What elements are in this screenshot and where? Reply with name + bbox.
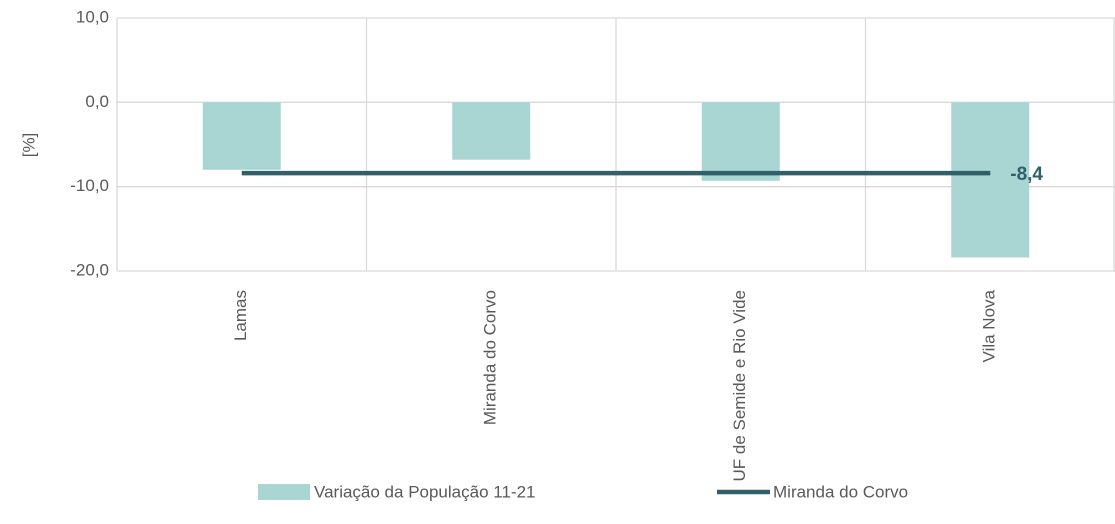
x-tick-label: Vila Nova (980, 289, 999, 362)
y-tick-label: 10,0 (76, 7, 109, 26)
bar (951, 102, 1030, 258)
legend-swatch (258, 484, 310, 500)
x-tick-label: Miranda do Corvo (481, 290, 500, 425)
y-tick-label: 0,0 (85, 92, 109, 111)
bar (452, 102, 531, 160)
legend-label: Variação da População 11-21 (314, 482, 535, 501)
legend-label: Miranda do Corvo (773, 482, 908, 501)
x-tick-label: Lamas (231, 290, 250, 341)
y-tick-label: -10,0 (70, 176, 109, 195)
y-tick-label: -20,0 (70, 260, 109, 279)
x-tick-label: UF de Semide e Rio Vide (730, 290, 749, 482)
data-label: -8,4 (1010, 164, 1043, 185)
bar (701, 102, 780, 181)
bar (202, 102, 281, 170)
y-axis-title: [%] (19, 133, 38, 158)
